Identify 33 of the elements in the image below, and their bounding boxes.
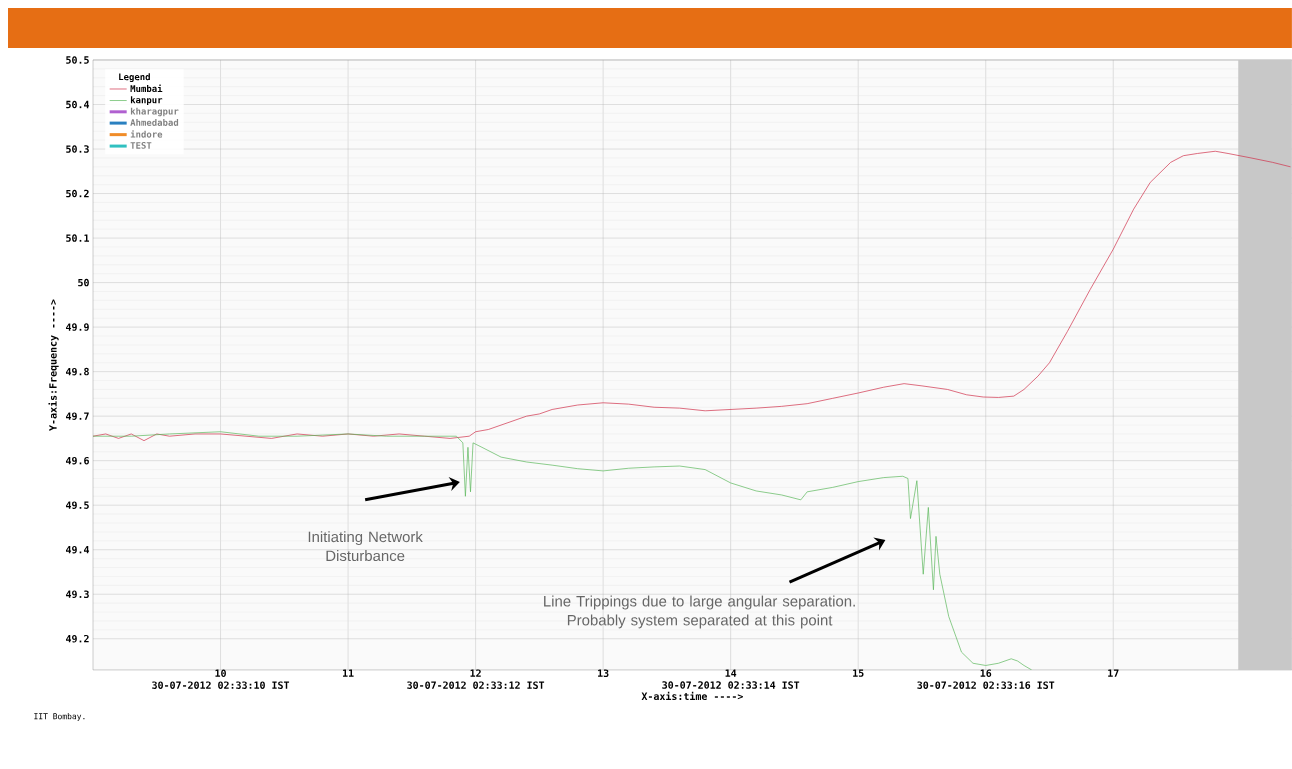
- y-axis-title: Y-axis:Frequency ---->: [48, 299, 59, 431]
- y-tick-label: 49.4: [65, 545, 90, 554]
- y-tick-label: 50.1: [66, 234, 90, 242]
- legend-label: kanpur: [130, 96, 163, 106]
- annotation: Initiating Network Disturbance: [308, 531, 423, 562]
- y-tick-label: 49.9: [65, 323, 89, 331]
- x-tick-label: 13: [598, 669, 609, 678]
- legend-label: kharagpur: [130, 107, 179, 117]
- y-tick-label: 50.5: [66, 56, 89, 64]
- y-tick-label: 50.2: [66, 189, 89, 198]
- x-tick-label: 14 30-07-2012 02:33:14 IST: [662, 669, 800, 689]
- y-tick-label: 49.5: [65, 501, 89, 509]
- annotation: Line Trippings due to large angular separation. Probably system separated at this point: [544, 595, 855, 629]
- y-tick-label: 49.8: [65, 367, 89, 376]
- legend-title: Legend: [119, 73, 150, 83]
- legend-label: Ahmedabad: [130, 118, 179, 126]
- y-tick-label: 50.3: [66, 145, 89, 153]
- legend-label: Mumbai: [130, 84, 163, 93]
- x-tick-label: 12 30-07-2012 02:33:12 IST: [407, 669, 545, 689]
- legend-label: indore: [130, 130, 163, 138]
- y-tick-label: 49.3: [65, 590, 89, 599]
- x-tick-label: 11: [342, 669, 354, 677]
- legend-label: TEST: [130, 142, 152, 149]
- x-tick-label: 16 30-07-2012 02:33:16 IST: [917, 669, 1055, 689]
- y-tick-label: 49.7: [65, 412, 89, 420]
- y-tick-label: 49.6: [65, 456, 89, 465]
- x-tick-label: 17: [1108, 669, 1119, 677]
- y-tick-label: 50: [78, 278, 89, 287]
- y-tick-label: 50.4: [66, 100, 90, 109]
- y-tick-label: 49.2: [65, 634, 89, 643]
- x-axis-title: X-axis:time ---->: [641, 691, 743, 701]
- x-tick-label: 15: [853, 669, 864, 677]
- x-tick-label: 10 30-07-2012 02:33:10 IST: [152, 669, 290, 689]
